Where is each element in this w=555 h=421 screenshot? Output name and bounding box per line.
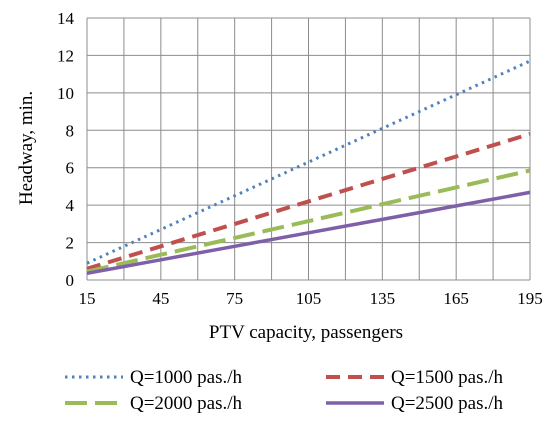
x-tick-label: 195 xyxy=(517,289,543,308)
x-tick-label: 45 xyxy=(152,289,169,308)
legend-label-4: Q=2500 pas./h xyxy=(391,393,504,414)
legend-label-2: Q=1500 pas./h xyxy=(391,367,504,388)
x-axis-title: PTV capacity, passengers xyxy=(209,322,403,343)
y-tick-label: 12 xyxy=(57,46,74,65)
series-line-2 xyxy=(86,132,531,271)
x-tick-label: 165 xyxy=(443,289,469,308)
y-tick-label: 10 xyxy=(57,84,74,103)
chart-legend: Q=1000 pas./h Q=1500 pas./h Q=2000 pas./h Q… xyxy=(65,367,504,414)
y-tick-label: 4 xyxy=(66,196,75,215)
y-tick-label: 6 xyxy=(66,159,75,178)
series-line-3 xyxy=(86,168,531,274)
y-tick-label: 2 xyxy=(66,234,75,253)
y-tick-label: 0 xyxy=(66,271,75,290)
x-tick-label: 75 xyxy=(226,289,243,308)
chart-grid xyxy=(86,17,531,281)
x-tick-label: 15 xyxy=(79,289,96,308)
chart-ticks: 0 2 4 6 8 10 12 14 15 45 75 105 135 165 195 xyxy=(57,9,543,308)
y-tick-label: 14 xyxy=(57,9,75,28)
y-tick-label: 8 xyxy=(66,121,75,140)
legend-label-3: Q=2000 pas./h xyxy=(130,393,243,414)
x-tick-label: 105 xyxy=(296,289,322,308)
y-axis-title: Headway, min. xyxy=(16,91,37,205)
series-line-4 xyxy=(86,190,531,276)
chart-series xyxy=(86,59,531,276)
x-tick-label: 135 xyxy=(370,289,396,308)
legend-label-1: Q=1000 pas./h xyxy=(130,367,243,388)
